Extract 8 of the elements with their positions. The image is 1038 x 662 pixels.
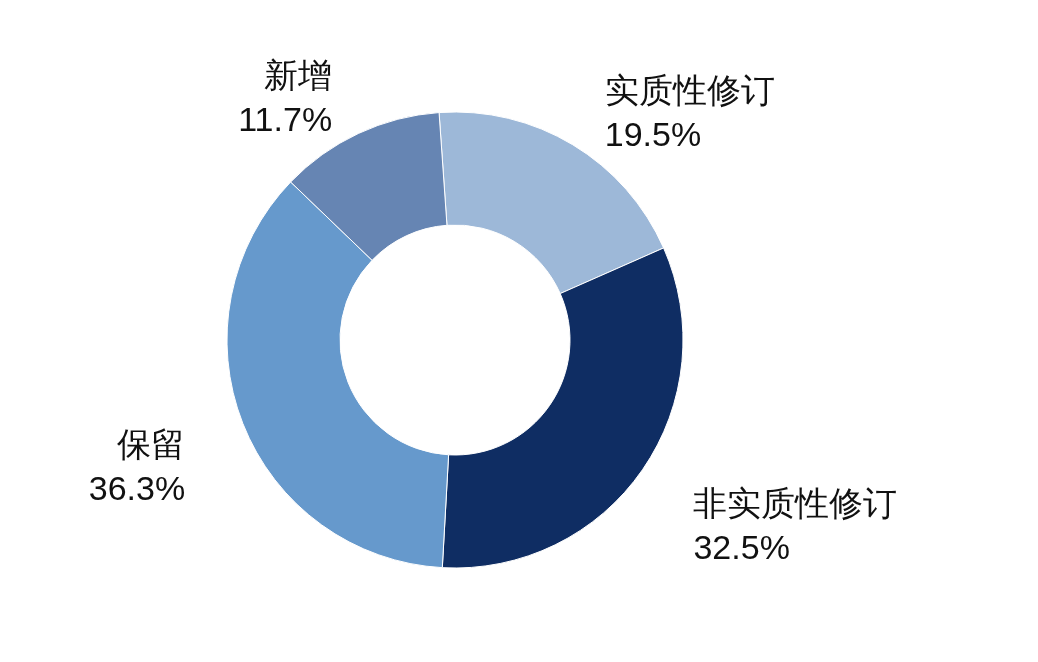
data-label: 11.7% <box>238 100 333 139</box>
data-label: 19.5% <box>604 114 702 153</box>
slice-label: 保留 <box>117 425 186 464</box>
slice-label: 非实质性修订 <box>693 484 898 523</box>
data-label: 36.3% <box>88 469 186 508</box>
slice-label: 新增 <box>264 56 333 95</box>
slice-label: 实质性修订 <box>604 70 775 109</box>
data-label: 32.5% <box>693 528 790 567</box>
